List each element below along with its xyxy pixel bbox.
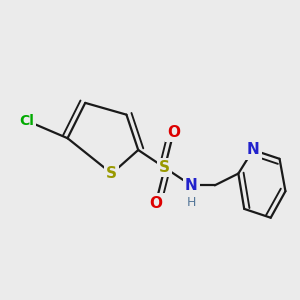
Text: N: N bbox=[185, 178, 198, 193]
Text: O: O bbox=[167, 125, 180, 140]
Text: S: S bbox=[159, 160, 170, 175]
Text: S: S bbox=[106, 166, 117, 181]
Text: H: H bbox=[187, 196, 196, 209]
Text: N: N bbox=[247, 142, 260, 158]
Text: O: O bbox=[149, 196, 162, 211]
Text: Cl: Cl bbox=[19, 114, 34, 128]
